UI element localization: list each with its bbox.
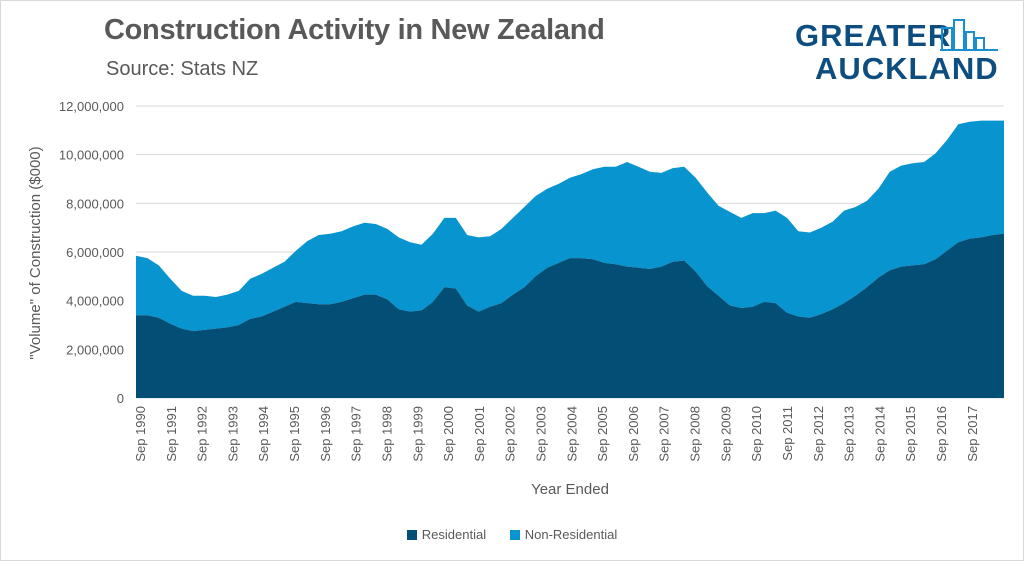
plot-areas	[136, 120, 1004, 398]
series-area-non-residential	[136, 120, 1004, 332]
x-tick-label: Sep 2015	[903, 406, 918, 462]
x-tick-label: Sep 2014	[872, 406, 887, 462]
y-axis: 0 2,000,000 4,000,000 6,000,000 8,000,000 10,…	[59, 99, 124, 406]
x-tick-label: Sep 2002	[503, 406, 518, 462]
y-tick-label: 2,000,000	[66, 342, 124, 357]
y-tick-label: 10,000,000	[59, 148, 124, 163]
x-tick-label: Sep 1993	[225, 406, 240, 462]
x-axis: Sep 1990 Sep 1991 Sep 1992 Sep 1993 Sep 1994…	[133, 406, 980, 462]
x-tick-label: Sep 1992	[195, 406, 210, 462]
logo-text-auckland: AUCKLAND	[815, 51, 999, 86]
x-tick-label: Sep 2005	[595, 406, 610, 462]
legend-swatch-residential	[406, 530, 417, 541]
x-tick-label: Sep 1999	[410, 406, 425, 462]
x-tick-label: Sep 2016	[934, 406, 949, 462]
x-tick-label: Sep 2004	[564, 406, 579, 462]
x-tick-label: Sep 2013	[842, 406, 857, 462]
x-tick-label: Sep 1996	[318, 406, 333, 462]
x-tick-label: Sep 2003	[534, 406, 549, 462]
y-tick-label: 4,000,000	[66, 294, 124, 309]
legend-swatch-non-residential	[509, 530, 520, 541]
x-tick-label: Sep 2011	[780, 406, 795, 461]
x-tick-label: Sep 2000	[441, 406, 456, 462]
legend-label-residential: Residential	[421, 527, 487, 543]
x-tick-label: Sep 1991	[164, 406, 179, 462]
x-tick-label: Sep 2010	[749, 406, 764, 462]
x-tick-label: Sep 2009	[718, 406, 733, 462]
x-tick-label: Sep 1998	[380, 406, 395, 462]
y-axis-title: "Volume" of Construction ($000)	[27, 146, 44, 359]
x-tick-label: Sep 2007	[657, 406, 672, 462]
y-tick-label: 8,000,000	[66, 196, 124, 211]
x-tick-label: Sep 1995	[287, 406, 302, 462]
legend-label-non-residential: Non-Residential	[524, 527, 618, 543]
y-tick-label: 6,000,000	[66, 245, 124, 260]
x-axis-title: Year Ended	[531, 481, 609, 498]
y-tick-label: 0	[117, 391, 124, 406]
chart-title: Construction Activity in New Zealand	[104, 14, 605, 46]
x-tick-label: Sep 2008	[688, 406, 703, 462]
x-tick-label: Sep 1994	[256, 406, 271, 462]
x-tick-label: Sep 2001	[472, 406, 487, 462]
x-tick-label: Sep 2006	[626, 406, 641, 462]
chart-subtitle: Source: Stats NZ	[106, 58, 259, 80]
legend-item-non-residential: Non-Residential	[509, 527, 618, 543]
series-area-residential	[136, 233, 1004, 398]
legend-item-residential: Residential	[406, 527, 487, 543]
y-tick-label: 12,000,000	[59, 99, 124, 114]
greater-auckland-logo: GREATER AUCKLAND	[793, 18, 1003, 86]
x-tick-label: Sep 2017	[965, 406, 980, 462]
city-skyline-icon	[940, 19, 998, 51]
legend: Residential Non-Residential	[0, 526, 1024, 542]
x-tick-label: Sep 1997	[349, 406, 364, 462]
x-tick-label: Sep 1990	[133, 406, 148, 462]
logo-text-greater: GREATER	[795, 18, 952, 53]
x-tick-label: Sep 2012	[811, 406, 826, 462]
